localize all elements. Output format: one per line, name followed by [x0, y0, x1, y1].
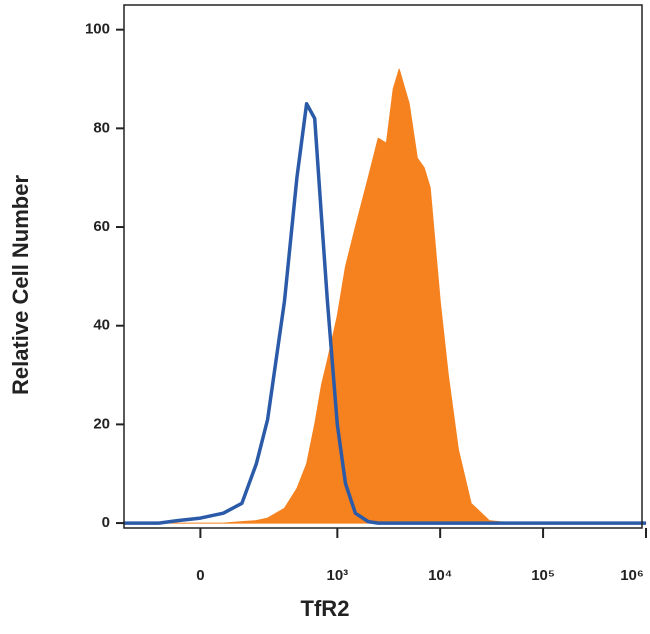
y-tick-label: 100	[85, 21, 110, 38]
y-axis-title: Relative Cell Number	[8, 175, 33, 396]
x-tick-label: 0	[196, 567, 204, 584]
y-tick-label: 60	[93, 218, 110, 235]
plot-frame	[123, 4, 643, 529]
x-axis-title: TfR2	[301, 596, 350, 621]
y-tick-label: 80	[93, 119, 110, 136]
y-tick-label: 20	[93, 415, 110, 432]
histogram-area	[123, 68, 647, 524]
histogram-line	[124, 101, 646, 525]
y-tick-label: 0	[102, 514, 110, 531]
y-tick-label: 40	[93, 317, 110, 334]
x-tick-label: 10⁵	[531, 567, 555, 584]
x-tick-label: 10⁶	[620, 567, 644, 584]
x-tick-label: 10³	[326, 567, 348, 584]
x-tick-label: 10⁴	[428, 567, 452, 584]
